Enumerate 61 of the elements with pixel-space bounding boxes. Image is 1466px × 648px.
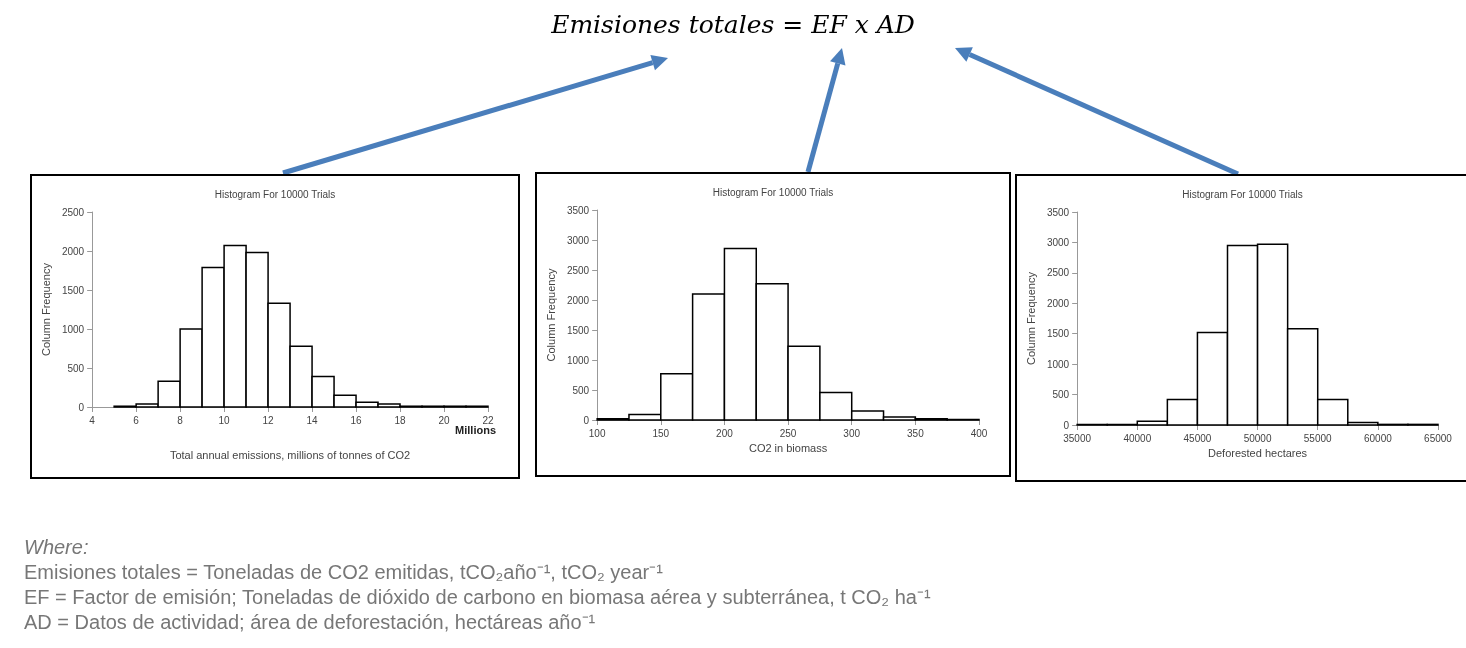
x-tick-label: 350: [907, 427, 925, 439]
y-tick-label: 2000: [61, 245, 85, 257]
y-tick-label: 3500: [1046, 206, 1070, 218]
x-tick-label: 10: [218, 414, 231, 426]
y-tick-label: 2000: [1046, 297, 1070, 309]
x-tick-label: 250: [779, 427, 797, 439]
y-axis-title: Column Frequency: [544, 268, 557, 362]
text: AD = Datos de actividad; área de deforestación, hectáreas año⁻¹: [24, 610, 597, 635]
y-tick-label: 2500: [61, 206, 85, 218]
y-tick-label: 1000: [61, 323, 85, 335]
y-tick-label: 1000: [566, 354, 590, 366]
x-tick-label: 150: [652, 427, 670, 439]
x-tick-label: 14: [306, 414, 319, 426]
x-tick-label: 65000: [1424, 432, 1453, 444]
chart-title: Histogram For 10000 Trials: [1182, 188, 1303, 200]
text: Emisiones totales = EF x AD: [550, 10, 916, 39]
y-tick-label: 1500: [1046, 328, 1070, 340]
x-axis-title: Deforested hectares: [1208, 447, 1308, 460]
x-tick-label: 12: [262, 414, 275, 426]
y-tick-label: 3000: [1046, 236, 1070, 248]
x-tick-label: 4: [89, 414, 96, 426]
y-tick-label: 2500: [1046, 267, 1070, 279]
y-tick-label: 500: [1052, 389, 1070, 401]
y-tick-label: 1500: [566, 324, 590, 336]
y-tick-label: 3500: [566, 204, 590, 216]
y-tick-label: 3000: [566, 234, 590, 246]
chart-title: Histogram For 10000 Trials: [214, 188, 336, 200]
y-tick-label: 0: [78, 401, 85, 413]
y-tick-label: 2500: [566, 264, 590, 276]
x-tick-label: 18: [394, 414, 407, 426]
text: Millions: [455, 423, 497, 436]
text: Where:: [24, 535, 90, 560]
y-tick-label: 500: [67, 362, 85, 374]
text: EF = Factor de emisión; Toneladas de dióxido de carbono en biomasa aérea y subterránea, t CO₂ ha⁻¹: [24, 585, 932, 610]
y-tick-label: 500: [572, 384, 590, 396]
y-tick-label: 0: [583, 414, 590, 426]
x-tick-label: 100: [588, 427, 606, 439]
x-tick-label: 200: [716, 427, 734, 439]
y-axis-title: Column Frequency: [39, 262, 52, 356]
x-tick-label: 55000: [1303, 432, 1333, 444]
x-tick-label: 16: [350, 414, 363, 426]
x-tick-label: 8: [177, 414, 184, 426]
x-tick-label: 20: [438, 414, 451, 426]
x-tick-label: 40000: [1123, 432, 1152, 444]
x-tick-label: 400: [970, 427, 988, 439]
x-tick-label: 300: [843, 427, 861, 439]
chart-title: Histogram For 10000 Trials: [712, 186, 834, 198]
x-tick-label: 6: [133, 414, 140, 426]
x-tick-label: 35000: [1063, 432, 1092, 444]
x-tick-label: 50000: [1243, 432, 1272, 444]
x-axis-title: Total annual emissions, millions of tonnes of CO2: [169, 448, 411, 461]
x-tick-label: 22: [482, 414, 494, 426]
text: Emisiones totales = Toneladas de CO2 emitidas, tCO₂año⁻¹, tCO₂ year⁻¹: [24, 560, 664, 585]
y-tick-label: 1500: [61, 284, 85, 296]
y-tick-label: 2000: [566, 294, 590, 306]
x-tick-label: 60000: [1363, 432, 1393, 444]
x-axis-title: CO2 in biomass: [748, 442, 828, 455]
y-axis-title: Column Frequency: [1024, 271, 1037, 365]
x-tick-label: 45000: [1183, 432, 1212, 444]
y-tick-label: 0: [1063, 419, 1070, 431]
y-tick-label: 1000: [1046, 358, 1070, 370]
